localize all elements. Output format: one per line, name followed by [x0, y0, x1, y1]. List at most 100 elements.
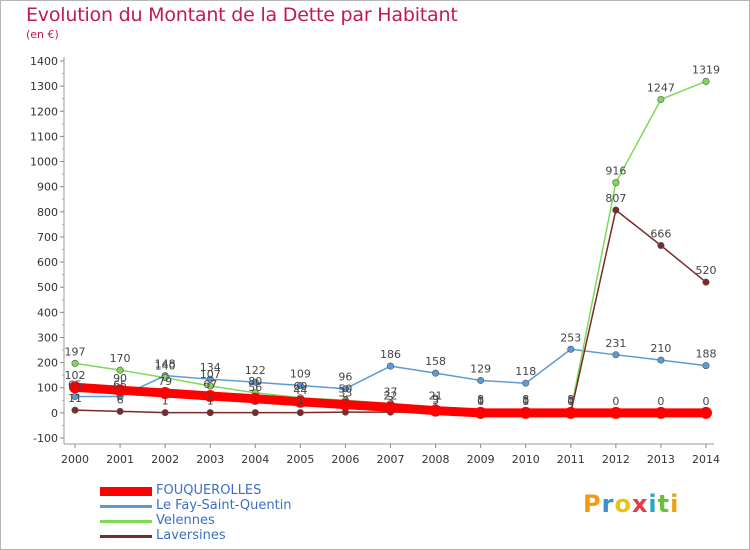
data-label: 1: [162, 395, 169, 408]
logo-letter: t: [657, 490, 671, 518]
data-point: [612, 351, 620, 359]
y-tick-label: 1300: [30, 80, 58, 93]
legend-swatch: [100, 520, 152, 523]
x-tick-label: 2011: [557, 453, 585, 466]
data-label: 0: [567, 395, 574, 408]
data-label: 0: [657, 395, 664, 408]
chart-axes: -100010020030040050060070080090010001100…: [30, 55, 720, 466]
data-label: 9: [432, 393, 439, 406]
data-point: [341, 385, 349, 393]
data-label: 0: [703, 395, 710, 408]
legend-label: Laversines: [156, 528, 226, 543]
data-point: [159, 387, 172, 400]
data-point: [654, 406, 667, 419]
y-tick-label: 1100: [30, 130, 58, 143]
data-label: 50: [338, 382, 352, 395]
data-label: 170: [110, 352, 131, 365]
logo-letter: i: [648, 490, 658, 518]
chart-title: Evolution du Montant de la Dette par Hab…: [26, 4, 458, 26]
y-tick-label: 900: [37, 181, 58, 194]
data-point: [519, 406, 532, 419]
data-label: 666: [650, 227, 671, 240]
y-tick-label: 500: [37, 281, 58, 294]
data-point: [477, 376, 485, 384]
data-point: [249, 392, 262, 405]
x-tick-label: 2012: [602, 453, 630, 466]
data-label: 79: [158, 375, 172, 388]
y-tick-label: -100: [33, 432, 58, 445]
x-tick-label: 2003: [196, 453, 224, 466]
data-label: 188: [696, 348, 717, 361]
data-point: [657, 241, 665, 249]
data-point: [206, 409, 214, 417]
data-label: 1: [477, 395, 484, 408]
data-point: [612, 179, 620, 187]
data-point: [612, 206, 620, 214]
data-label: 80: [248, 375, 262, 388]
data-point: [609, 406, 622, 419]
legend-label: Velennes: [156, 513, 215, 528]
data-label: 65: [68, 379, 82, 392]
data-point: [657, 356, 665, 364]
data-point: [116, 407, 124, 415]
y-tick-label: 1400: [30, 55, 58, 68]
data-label: 37: [384, 386, 398, 399]
data-label: 65: [113, 379, 127, 392]
data-point: [702, 362, 710, 370]
legend: FOUQUEROLLES Le Fay-Saint-Quentin Velennes…: [100, 483, 420, 544]
x-tick-label: 2005: [286, 453, 314, 466]
data-label: 8: [522, 393, 529, 406]
data-point: [114, 384, 127, 397]
data-label: 253: [560, 331, 581, 344]
data-point: [294, 395, 307, 408]
data-label: 118: [515, 365, 536, 378]
data-label: 158: [425, 355, 446, 368]
data-label: 122: [245, 364, 266, 377]
data-point: [339, 398, 352, 411]
data-label: 0: [477, 395, 484, 408]
data-label: 60: [293, 380, 307, 393]
chart-unit-label: (en €): [26, 28, 59, 41]
data-label: 102: [65, 369, 86, 382]
data-label: 67: [203, 378, 217, 391]
data-point: [71, 393, 79, 401]
logo-letter: i: [670, 490, 680, 518]
x-tick-label: 2000: [61, 453, 89, 466]
legend-item: Le Fay-Saint-Quentin: [100, 498, 420, 514]
series-points: [69, 77, 712, 419]
data-label: 134: [200, 361, 221, 374]
data-label: 0: [522, 395, 529, 408]
data-label: 186: [380, 348, 401, 361]
data-point: [71, 359, 79, 367]
data-label: 807: [605, 192, 626, 205]
legend-swatch: [100, 505, 152, 508]
data-label: 1: [297, 395, 304, 408]
x-tick-label: 2010: [512, 453, 540, 466]
data-label: 148: [155, 358, 176, 371]
data-point: [429, 404, 442, 417]
data-point: [564, 406, 577, 419]
y-tick-label: 300: [37, 331, 58, 344]
data-point: [657, 95, 665, 103]
x-tick-label: 2004: [241, 453, 269, 466]
x-tick-label: 2006: [331, 453, 359, 466]
data-label: 3: [432, 394, 439, 407]
data-label: 1: [252, 395, 259, 408]
data-label: 8: [477, 393, 484, 406]
data-label: 22: [384, 389, 398, 402]
legend-label: Le Fay-Saint-Quentin: [156, 498, 292, 513]
data-label: 129: [470, 362, 491, 375]
x-tick-label: 2009: [467, 453, 495, 466]
y-tick-label: 1000: [30, 156, 58, 169]
data-point: [702, 278, 710, 286]
data-label: 520: [696, 264, 717, 277]
data-label: 916: [605, 165, 626, 178]
data-label: 44: [293, 384, 307, 397]
data-point: [567, 345, 575, 353]
data-point: [251, 409, 259, 417]
data-point: [116, 366, 124, 374]
proxiti-logo: Proxiti: [583, 490, 679, 518]
data-label: 8: [567, 393, 574, 406]
